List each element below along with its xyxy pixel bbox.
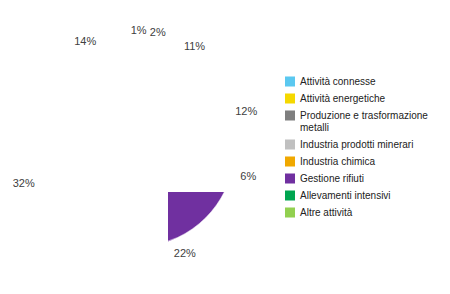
legend-item: Produzione e trasformazionemetalli [285,110,428,133]
background [0,0,450,294]
data-label: 6% [240,170,256,182]
legend-label: Gestione rifiuti [300,173,364,184]
legend-swatch [285,174,295,184]
legend-swatch [285,191,295,201]
legend-swatch [285,111,295,121]
legend-label: Altre attività [300,207,353,218]
legend: Attività connesse Attività energetiche Pro… [285,76,428,218]
legend-swatch [285,94,295,104]
legend-item: Industria chimica [285,156,375,167]
legend-label-line: Allevamenti intensivi [300,190,391,201]
legend-item: Gestione rifiuti [285,173,364,184]
data-label: 14% [74,35,96,47]
legend-item: Attività connesse [285,76,376,87]
legend-swatch [285,77,295,87]
legend-swatch [285,157,295,167]
data-label: 32% [13,177,35,189]
legend-label: Attività connesse [300,76,376,87]
legend-label-line: metalli [300,122,329,133]
data-label: 2% [150,26,166,38]
legend-label: Allevamenti intensivi [300,190,391,201]
legend-label: Produzione e trasformazionemetalli [300,110,428,133]
legend-label-line: Industria chimica [300,156,375,167]
legend-label: Attività energetiche [300,93,385,104]
pie [168,192,235,247]
legend-item: Allevamenti intensivi [285,190,391,201]
legend-label-line: Attività connesse [300,76,376,87]
legend-label-line: Attività energetiche [300,93,385,104]
data-label: 1% [131,24,147,36]
data-labels: 1%2% 11% 12% 6% 22% 32% 14% [13,24,258,259]
legend-item: Attività energetiche [285,93,385,104]
legend-swatch [285,208,295,218]
data-label: 22% [174,247,196,259]
legend-label-line: Industria prodotti minerari [300,139,413,150]
legend-swatch [285,140,295,150]
legend-label-line: Gestione rifiuti [300,173,364,184]
legend-item: Industria prodotti minerari [285,139,413,150]
legend-label-line: Altre attività [300,207,353,218]
pie-slice [168,192,225,247]
legend-item: Altre attività [285,207,353,218]
legend-label: Industria prodotti minerari [300,139,413,150]
legend-label-line: Produzione e trasformazione [300,110,428,121]
legend-label: Industria chimica [300,156,375,167]
data-label: 12% [235,105,257,117]
chart: 1%2%11%12%6%22%32%14%Attività connesseAt… [0,0,450,294]
data-label: 11% [184,40,205,52]
